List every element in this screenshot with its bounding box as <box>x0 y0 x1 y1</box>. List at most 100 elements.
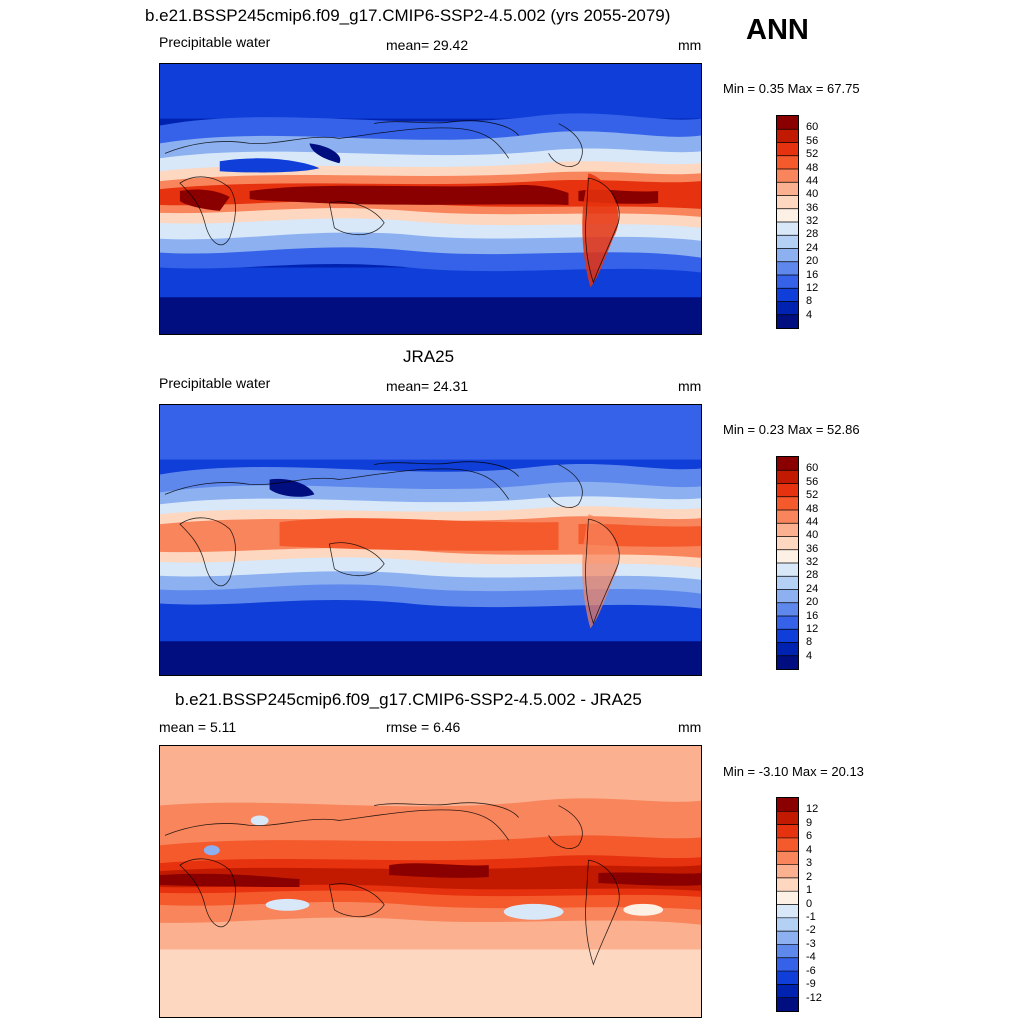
panel-1-minmax-label: Min = 0.35 Max = 67.75 <box>723 81 860 96</box>
colorbar-tick-label: 28 <box>806 228 819 241</box>
colorbar-swatch <box>777 142 798 156</box>
colorbar-swatch <box>777 877 798 892</box>
colorbar-swatch <box>777 971 798 985</box>
colorbar-swatch <box>777 957 798 972</box>
panel-3-colorbar <box>776 797 799 1012</box>
colorbar-tick-label: 52 <box>806 148 819 161</box>
panel-1-units-label: mm <box>678 37 702 53</box>
colorbar-tick-label: 20 <box>806 596 819 609</box>
panel-2-units-label: mm <box>678 378 702 394</box>
panel-3-mean-label: mean = 5.11 <box>159 719 237 735</box>
colorbar-swatch <box>777 917 798 932</box>
colorbar-tick-label: -9 <box>806 978 816 991</box>
colorbar-swatch <box>777 222 798 236</box>
colorbar-tick-label: 9 <box>806 816 813 829</box>
colorbar-swatch <box>777 655 798 669</box>
season-label: ANN <box>746 14 809 46</box>
panel-3-units-label: mm <box>678 719 702 735</box>
colorbar-swatch <box>777 904 798 918</box>
colorbar-tick-label: 4 <box>806 843 813 856</box>
colorbar-swatch <box>777 891 798 905</box>
colorbar-swatch <box>777 523 798 537</box>
colorbar-tick-label: 32 <box>806 215 819 227</box>
colorbar-swatch <box>777 129 798 143</box>
panel-3-colorbar-svg <box>777 798 798 1011</box>
colorbar-tick-label: 28 <box>806 569 819 582</box>
panel-2-colorbar <box>776 456 799 670</box>
colorbar-tick-label: -12 <box>806 991 822 1004</box>
colorbar-swatch <box>777 116 798 130</box>
colorbar-swatch <box>777 483 798 497</box>
colorbar-swatch <box>777 642 798 656</box>
colorbar-tick-label: 6 <box>806 830 813 843</box>
colorbar-swatch <box>777 470 798 484</box>
panel-2-title: JRA25 <box>403 347 455 366</box>
colorbar-swatch <box>777 589 798 603</box>
colorbar-tick-label: -3 <box>806 937 816 950</box>
panel-3-title: b.e21.BSSP245cmip6.f09_g17.CMIP6-SSP2-4.… <box>175 690 642 709</box>
colorbar-swatch <box>777 261 798 275</box>
colorbar-swatch <box>777 984 798 998</box>
colorbar-tick-label: 48 <box>806 161 819 174</box>
panel-1-title: b.e21.BSSP245cmip6.f09_g17.CMIP6-SSP2-4.… <box>145 6 671 25</box>
colorbar-swatch <box>777 169 798 183</box>
colorbar-swatch <box>777 864 798 878</box>
colorbar-tick-label: 3 <box>806 857 813 870</box>
colorbar-tick-label: 24 <box>806 241 819 254</box>
colorbar-tick-label: 16 <box>806 268 819 281</box>
colorbar-tick-label: 40 <box>806 529 819 542</box>
colorbar-swatch <box>777 811 798 825</box>
colorbar-swatch <box>777 510 798 524</box>
colorbar-swatch <box>777 563 798 577</box>
colorbar-tick-label: 44 <box>806 174 819 187</box>
colorbar-tick-label: 60 <box>806 121 819 134</box>
colorbar-tick-label: -1 <box>806 910 816 923</box>
colorbar-tick-label: -4 <box>806 951 816 964</box>
panel-3-rmse-label: rmse = 6.46 <box>386 719 461 735</box>
colorbar-swatch <box>777 798 798 812</box>
colorbar-swatch <box>777 931 798 945</box>
panel-1-variable-label: Precipitable water <box>159 34 271 50</box>
colorbar-swatch <box>777 536 798 550</box>
colorbar-tick-label: 8 <box>806 636 813 649</box>
panel-2-minmax-label: Min = 0.23 Max = 52.86 <box>723 422 860 437</box>
colorbar-swatch <box>777 301 798 315</box>
colorbar-tick-label: -6 <box>806 964 816 977</box>
colorbar-swatch <box>777 155 798 169</box>
colorbar-tick-label: 36 <box>806 201 819 214</box>
colorbar-swatch <box>777 576 798 590</box>
colorbar-tick-label: 44 <box>806 515 819 528</box>
panel-1-colorbar <box>776 115 799 329</box>
colorbar-swatch <box>777 549 798 563</box>
colorbar-swatch <box>777 824 798 838</box>
colorbar-tick-label: 60 <box>806 462 819 475</box>
colorbar-tick-label: 56 <box>806 475 819 488</box>
colorbar-tick-label: 12 <box>806 803 819 816</box>
colorbar-swatch <box>777 182 798 196</box>
colorbar-swatch <box>777 195 798 209</box>
colorbar-tick-label: 24 <box>806 582 819 595</box>
panel-1-mean-label: mean= 29.42 <box>386 37 469 53</box>
colorbar-tick-label: 4 <box>806 649 813 662</box>
colorbar-tick-label: -2 <box>806 924 816 937</box>
colorbar-swatch <box>777 616 798 630</box>
colorbar-tick-label: 4 <box>806 308 813 321</box>
colorbar-swatch <box>777 997 798 1011</box>
panel-3-map-svg <box>160 746 701 1017</box>
colorbar-swatch <box>777 235 798 249</box>
panel-3-minmax-label: Min = -3.10 Max = 20.13 <box>723 764 864 779</box>
colorbar-tick-label: 12 <box>806 281 819 294</box>
panel-2-map-svg <box>160 405 701 675</box>
colorbar-swatch <box>777 457 798 471</box>
panel-2-map <box>159 404 702 676</box>
colorbar-swatch <box>777 288 798 302</box>
colorbar-swatch <box>777 275 798 289</box>
colorbar-swatch <box>777 629 798 643</box>
colorbar-swatch <box>777 944 798 958</box>
colorbar-swatch <box>777 837 798 852</box>
colorbar-tick-label: 40 <box>806 188 819 201</box>
colorbar-swatch <box>777 208 798 222</box>
panel-1-map <box>159 63 702 335</box>
colorbar-swatch <box>777 314 798 328</box>
panel-1-map-svg <box>160 64 701 334</box>
